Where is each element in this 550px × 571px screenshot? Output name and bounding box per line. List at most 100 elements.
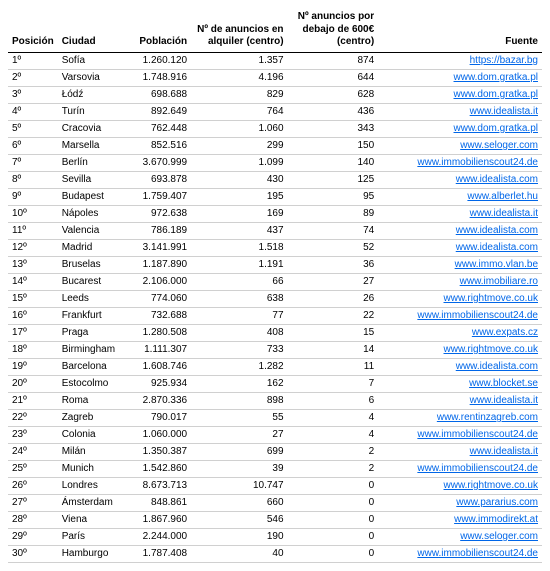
cell-ads: 437: [191, 222, 287, 239]
rental-table: Posición Ciudad Población Nº de anuncios…: [8, 8, 542, 563]
source-link[interactable]: www.dom.gratka.pl: [454, 89, 538, 100]
cell-under600: 6: [288, 392, 379, 409]
source-link[interactable]: www.blocket.se: [469, 378, 538, 389]
col-population: Población: [129, 8, 191, 52]
table-row: 25ºMunich1.542.860392www.immobilienscout…: [8, 460, 542, 477]
cell-source: www.blocket.se: [378, 375, 542, 392]
cell-position: 11º: [8, 222, 58, 239]
source-link[interactable]: www.idealista.com: [456, 225, 538, 236]
source-link[interactable]: www.immobilienscout24.de: [417, 310, 538, 321]
cell-population: 790.017: [129, 409, 191, 426]
cell-source: www.dom.gratka.pl: [378, 69, 542, 86]
cell-under600: 0: [288, 511, 379, 528]
cell-source: https://bazar.bg: [378, 52, 542, 69]
cell-position: 16º: [8, 307, 58, 324]
cell-ads: 195: [191, 188, 287, 205]
cell-population: 848.861: [129, 494, 191, 511]
source-link[interactable]: www.immo.vlan.be: [455, 259, 538, 270]
cell-source: www.dom.gratka.pl: [378, 120, 542, 137]
source-link[interactable]: www.rentinzagreb.com: [437, 412, 538, 423]
table-row: 24ºMilán1.350.3876992www.idealista.it: [8, 443, 542, 460]
cell-city: Roma: [58, 392, 130, 409]
source-link[interactable]: www.rightmove.co.uk: [444, 480, 538, 491]
cell-city: Varsovia: [58, 69, 130, 86]
source-link[interactable]: www.dom.gratka.pl: [454, 123, 538, 134]
cell-population: 1.867.960: [129, 511, 191, 528]
source-link[interactable]: www.dom.gratka.pl: [454, 72, 538, 83]
cell-ads: 40: [191, 545, 287, 562]
cell-position: 7º: [8, 154, 58, 171]
cell-source: www.idealista.com: [378, 222, 542, 239]
source-link[interactable]: www.seloger.com: [460, 531, 538, 542]
source-link[interactable]: www.idealista.it: [470, 446, 538, 457]
cell-under600: 27: [288, 273, 379, 290]
table-row: 10ºNápoles972.63816989www.idealista.it: [8, 205, 542, 222]
source-link[interactable]: www.idealista.com: [456, 361, 538, 372]
cell-under600: 150: [288, 137, 379, 154]
cell-population: 698.688: [129, 86, 191, 103]
cell-population: 1.608.746: [129, 358, 191, 375]
cell-position: 5º: [8, 120, 58, 137]
cell-population: 892.649: [129, 103, 191, 120]
cell-position: 13º: [8, 256, 58, 273]
cell-population: 1.350.387: [129, 443, 191, 460]
cell-city: Zagreb: [58, 409, 130, 426]
source-link[interactable]: www.immobilienscout24.de: [417, 548, 538, 559]
source-link[interactable]: www.immobilienscout24.de: [417, 429, 538, 440]
source-link[interactable]: www.idealista.it: [470, 106, 538, 117]
table-row: 23ºColonia1.060.000274www.immobilienscou…: [8, 426, 542, 443]
cell-ads: 408: [191, 324, 287, 341]
cell-city: Colonia: [58, 426, 130, 443]
cell-position: 25º: [8, 460, 58, 477]
cell-source: www.idealista.com: [378, 239, 542, 256]
cell-source: www.rightmove.co.uk: [378, 290, 542, 307]
cell-city: Frankfurt: [58, 307, 130, 324]
source-link[interactable]: www.idealista.it: [470, 395, 538, 406]
source-link[interactable]: www.immobilienscout24.de: [417, 463, 538, 474]
cell-under600: 14: [288, 341, 379, 358]
source-link[interactable]: www.expats.cz: [472, 327, 538, 338]
source-link[interactable]: www.immobilienscout24.de: [417, 157, 538, 168]
cell-ads: 169: [191, 205, 287, 222]
cell-city: Berlín: [58, 154, 130, 171]
cell-under600: 4: [288, 409, 379, 426]
table-row: 29ºParís2.244.0001900www.seloger.com: [8, 528, 542, 545]
cell-ads: 898: [191, 392, 287, 409]
cell-population: 1.187.890: [129, 256, 191, 273]
source-link[interactable]: www.alberlet.hu: [467, 191, 538, 202]
cell-position: 3º: [8, 86, 58, 103]
cell-city: Łódź: [58, 86, 130, 103]
source-link[interactable]: https://bazar.bg: [470, 55, 538, 66]
cell-source: www.immobilienscout24.de: [378, 460, 542, 477]
cell-population: 8.673.713: [129, 477, 191, 494]
cell-population: 972.638: [129, 205, 191, 222]
cell-source: www.idealista.com: [378, 171, 542, 188]
source-link[interactable]: www.idealista.com: [456, 174, 538, 185]
col-city: Ciudad: [58, 8, 130, 52]
source-link[interactable]: www.seloger.com: [460, 140, 538, 151]
cell-position: 14º: [8, 273, 58, 290]
source-link[interactable]: www.pararius.com: [456, 497, 538, 508]
table-row: 1ºSofía1.260.1201.357874https://bazar.bg: [8, 52, 542, 69]
source-link[interactable]: www.idealista.it: [470, 208, 538, 219]
col-position: Posición: [8, 8, 58, 52]
source-link[interactable]: www.immodirekt.at: [454, 514, 538, 525]
cell-ads: 764: [191, 103, 287, 120]
cell-position: 24º: [8, 443, 58, 460]
col-ads: Nº de anuncios en alquiler (centro): [191, 8, 287, 52]
source-link[interactable]: www.rightmove.co.uk: [444, 344, 538, 355]
cell-position: 20º: [8, 375, 58, 392]
source-link[interactable]: www.rightmove.co.uk: [444, 293, 538, 304]
cell-city: Sevilla: [58, 171, 130, 188]
source-link[interactable]: www.imobiliare.ro: [460, 276, 538, 287]
cell-population: 1.542.860: [129, 460, 191, 477]
cell-population: 1.060.000: [129, 426, 191, 443]
cell-position: 23º: [8, 426, 58, 443]
cell-ads: 4.196: [191, 69, 287, 86]
cell-position: 1º: [8, 52, 58, 69]
table-row: 2ºVarsovia1.748.9164.196644www.dom.gratk…: [8, 69, 542, 86]
cell-source: www.idealista.it: [378, 205, 542, 222]
cell-under600: 2: [288, 443, 379, 460]
cell-city: Milán: [58, 443, 130, 460]
source-link[interactable]: www.idealista.com: [456, 242, 538, 253]
